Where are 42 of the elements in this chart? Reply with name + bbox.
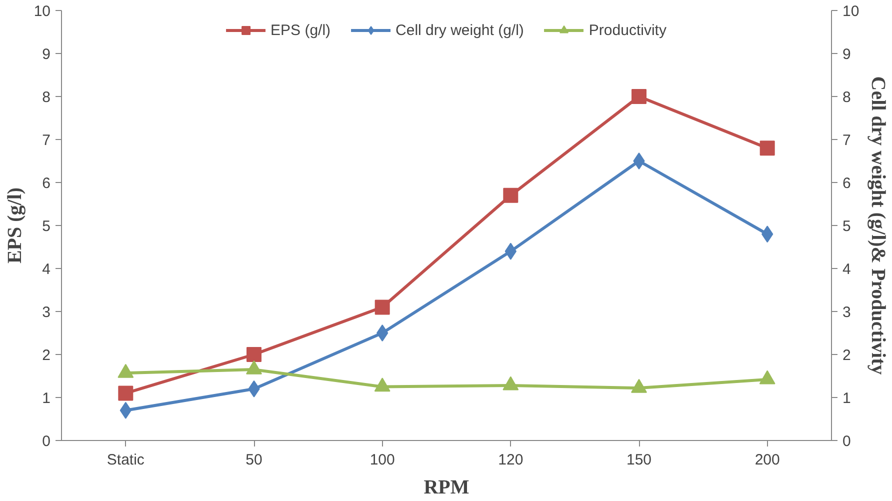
point <box>118 386 134 401</box>
y-tick-label: 6 <box>42 175 50 192</box>
y2-tick-label: 10 <box>842 3 860 20</box>
y-tick-label: 2 <box>42 347 50 364</box>
x-tick-label: 100 <box>370 452 395 468</box>
y2-axis-title: Cell dry weight (g/l)& Productivity <box>867 76 890 375</box>
y-tick-label: 10 <box>34 3 51 20</box>
y-tick-label: 1 <box>42 390 50 407</box>
x-tick-label: Static <box>106 452 145 468</box>
y2-tick-label: 0 <box>842 433 851 450</box>
y-axis-title: EPS (g/l) <box>4 187 26 264</box>
point <box>374 300 390 315</box>
y-tick-label: 4 <box>42 261 50 278</box>
y2-tick-label: 8 <box>842 89 851 106</box>
y2-tick-label: 4 <box>842 261 851 278</box>
y2-tick-label: 3 <box>842 304 851 321</box>
point <box>633 152 645 170</box>
point <box>246 347 262 362</box>
y2-tick-label: 1 <box>842 390 851 407</box>
y-tick-label: 9 <box>42 46 50 63</box>
legend-label: EPS (g/l) <box>270 22 331 38</box>
y-tick-label: 5 <box>42 218 50 235</box>
y2-tick-label: 7 <box>842 132 851 149</box>
y2-tick-label: 2 <box>842 347 851 364</box>
y-tick-label: 0 <box>42 433 50 450</box>
y-tick-label: 7 <box>42 132 50 149</box>
x-tick-label: 50 <box>246 452 262 468</box>
point <box>632 89 646 104</box>
point <box>760 140 775 156</box>
y2-tick-label: 5 <box>842 218 851 235</box>
legend-label: Productivity <box>588 22 666 38</box>
point <box>503 188 518 203</box>
x-axis-title: RPM <box>424 476 470 498</box>
legend-label: Cell dry weight (g/l) <box>396 22 524 38</box>
y2-tick-label: 6 <box>842 175 851 192</box>
x-tick-label: 150 <box>626 452 652 468</box>
y-tick-label: 8 <box>42 89 50 106</box>
x-tick-label: 120 <box>498 452 524 468</box>
x-tick-label: 200 <box>754 452 780 468</box>
point <box>376 324 388 342</box>
y-tick-label: 3 <box>42 304 50 321</box>
y2-tick-label: 9 <box>842 46 851 63</box>
